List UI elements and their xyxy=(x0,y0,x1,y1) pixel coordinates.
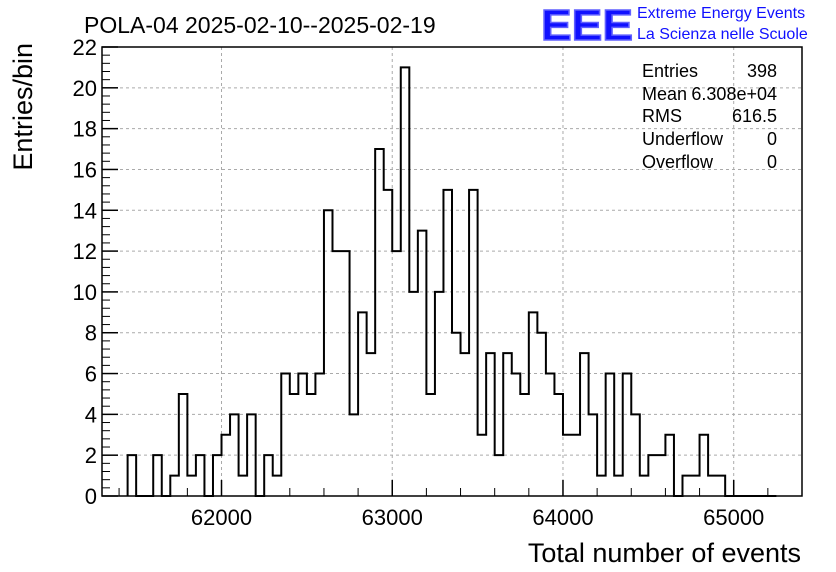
y-tick-label: 4 xyxy=(85,402,97,427)
stats-overflow-value: 0 xyxy=(767,152,777,172)
x-tick-label: 64000 xyxy=(532,505,593,530)
chart-title: POLA-04 2025-02-10--2025-02-19 xyxy=(84,12,436,38)
plot-frame xyxy=(101,46,803,497)
histogram-outline xyxy=(126,66,777,497)
axes: 0 2 4 6 8 10 12 14 16 18 20 22 62000 63000 64000 65000 xyxy=(73,35,769,530)
y-tick-label: 8 xyxy=(85,321,97,346)
eee-logo-line2: La Scienza nelle Scuole xyxy=(637,26,808,43)
stats-mean-value: 6.308e+04 xyxy=(691,84,777,104)
y-tick-label: 6 xyxy=(85,362,97,387)
x-tick-label: 65000 xyxy=(703,505,764,530)
y-axis-label: Entries/bin xyxy=(8,43,38,171)
stats-rms-value: 616.5 xyxy=(732,106,777,126)
x-tick-label: 62000 xyxy=(191,505,252,530)
y-tick-label: 20 xyxy=(73,76,97,101)
y-tick-label: 0 xyxy=(85,484,97,509)
stats-entries-value: 398 xyxy=(747,61,777,81)
y-tick-label: 22 xyxy=(73,35,97,60)
y-tick-label: 2 xyxy=(85,443,97,468)
stats-underflow-value: 0 xyxy=(767,129,777,149)
eee-logo-mark: EEE xyxy=(541,1,633,50)
x-axis-label: Total number of events xyxy=(528,538,801,568)
stats-mean-label: Mean xyxy=(642,84,687,104)
eee-logo: EEE Extreme Energy Events La Scienza nel… xyxy=(540,0,808,51)
eee-logo-line1: Extreme Energy Events xyxy=(637,5,805,22)
x-tick-label: 63000 xyxy=(362,505,423,530)
y-tick-label: 10 xyxy=(73,280,97,305)
y-tick-label: 14 xyxy=(73,198,97,223)
y-tick-label: 16 xyxy=(73,157,97,182)
stats-overflow-label: Overflow xyxy=(642,152,714,172)
stats-underflow-label: Underflow xyxy=(642,129,724,149)
y-tick-label: 18 xyxy=(73,117,97,142)
y-tick-label: 12 xyxy=(73,239,97,264)
stats-entries-label: Entries xyxy=(642,61,698,81)
stats-rms-label: RMS xyxy=(642,106,682,126)
stats-box: Entries 398 Mean 6.308e+04 RMS 616.5 Und… xyxy=(642,61,777,172)
